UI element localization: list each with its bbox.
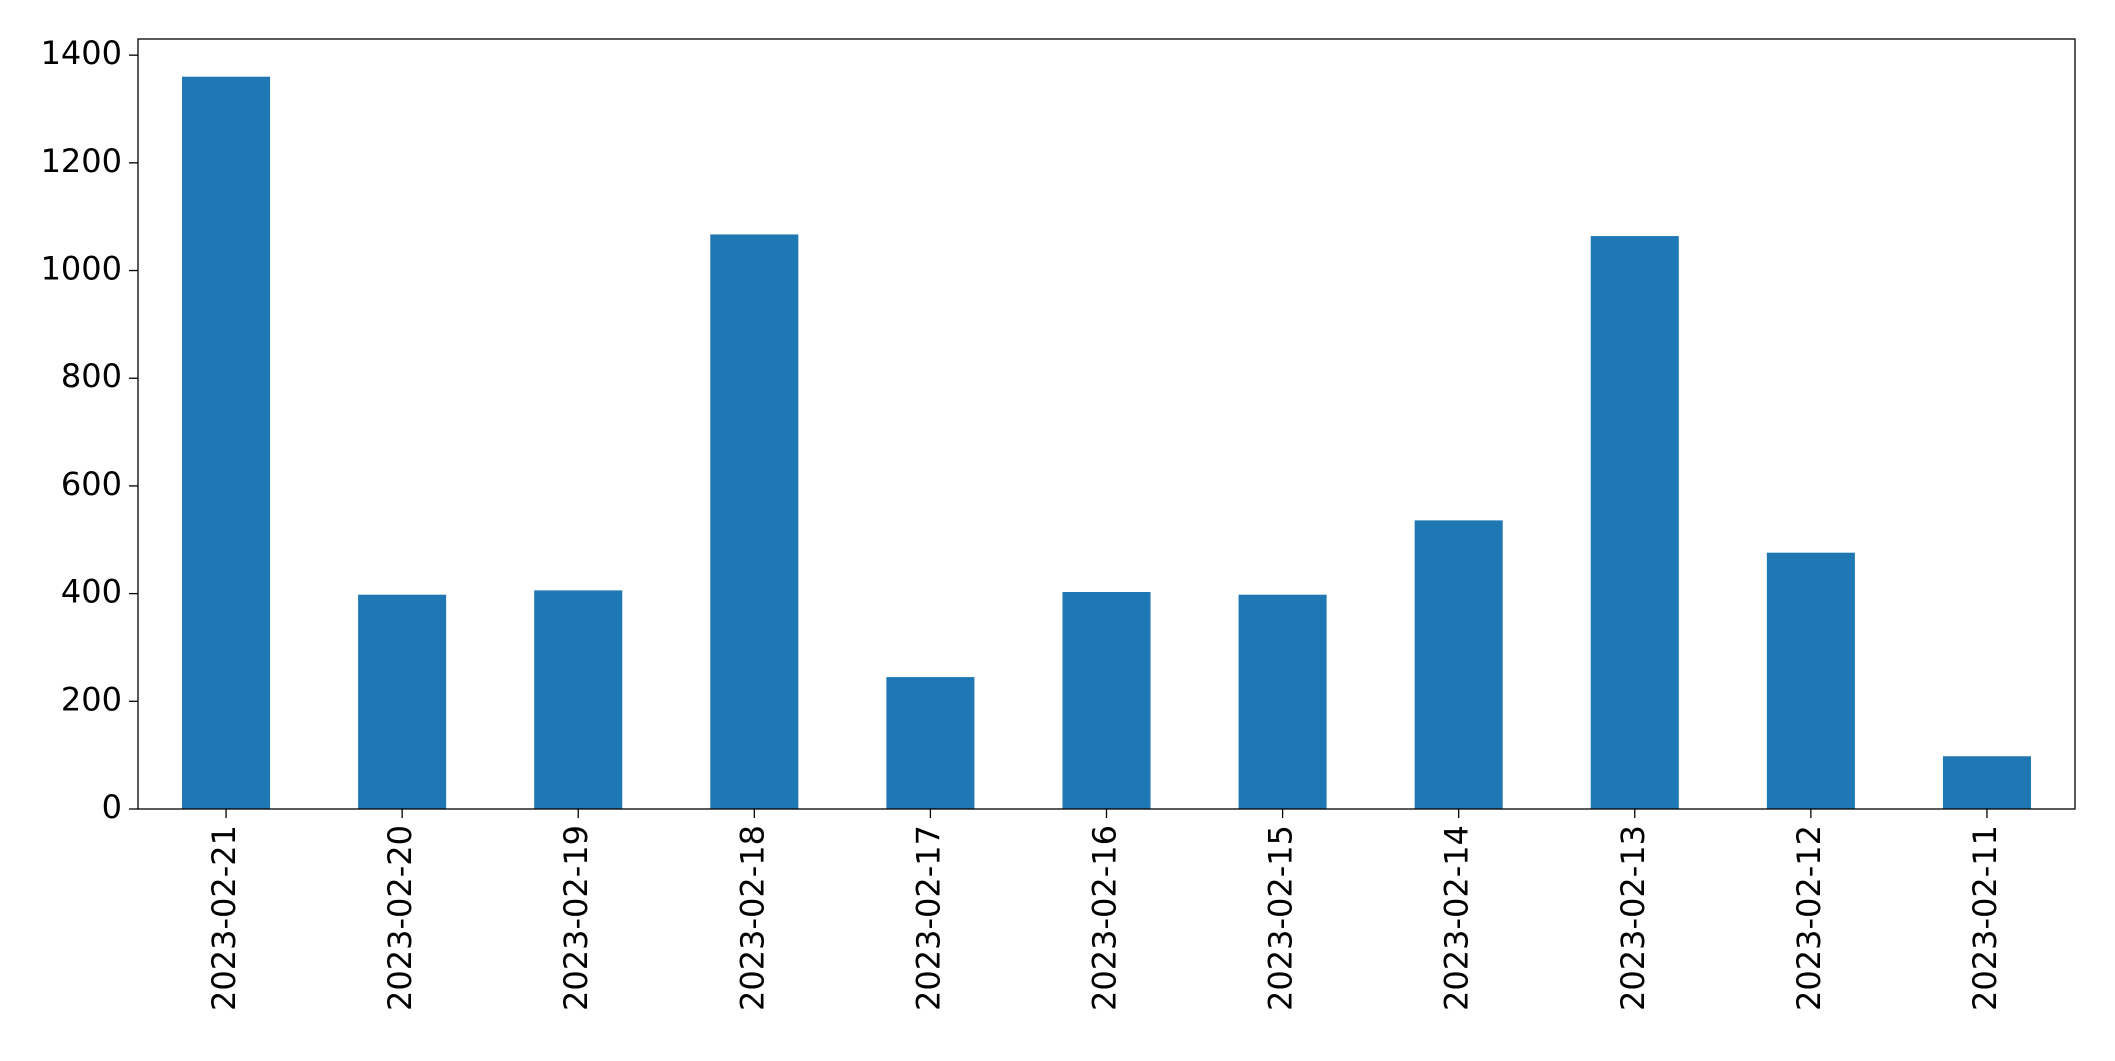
- y-tick-label: 1200: [41, 142, 122, 180]
- x-tick-label: 2023-02-12: [1790, 825, 1828, 1011]
- plot-frame: [137, 38, 2076, 810]
- bar: [1062, 592, 1151, 809]
- x-tick-label: 2023-02-20: [381, 825, 419, 1011]
- x-tick-label: 2023-02-19: [557, 825, 595, 1011]
- bar: [534, 590, 623, 809]
- x-tick-label: 2023-02-15: [1262, 825, 1300, 1011]
- bar: [1766, 552, 1855, 809]
- y-tick-label: 600: [61, 465, 122, 503]
- bar: [1942, 756, 2031, 809]
- y-tick-label: 400: [61, 573, 122, 611]
- bar: [182, 76, 271, 809]
- bar: [1590, 236, 1679, 810]
- bar: [358, 594, 447, 809]
- x-tick-label: 2023-02-16: [1086, 825, 1124, 1011]
- x-tick-label: 2023-02-17: [909, 825, 947, 1011]
- y-tick-label: 200: [61, 680, 122, 718]
- x-tick-label: 2023-02-21: [205, 825, 243, 1011]
- bar: [1414, 520, 1503, 809]
- x-tick-label: 2023-02-14: [1438, 825, 1476, 1011]
- y-tick-label: 800: [61, 357, 122, 395]
- x-tick-label: 2023-02-11: [1966, 825, 2004, 1011]
- bar: [710, 234, 799, 809]
- bar: [1238, 594, 1327, 809]
- y-tick-label: 0: [102, 788, 122, 826]
- y-tick-label: 1000: [41, 250, 122, 288]
- bar: [886, 677, 975, 809]
- x-tick-label: 2023-02-13: [1614, 825, 1652, 1011]
- y-tick-label: 1400: [41, 34, 122, 72]
- x-tick-label: 2023-02-18: [733, 825, 771, 1011]
